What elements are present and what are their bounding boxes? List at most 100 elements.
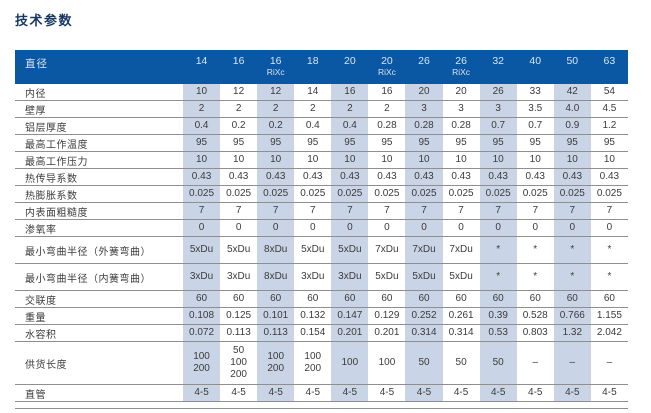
technical-parameters-table: 直径 14 16 16 RiXc 18 20 20 RiXc 26 26 RiXc 32 40 50 63 …	[15, 50, 628, 409]
table-row: 最小弯曲半径（外簧弯曲） 5xDu 5xDu 8xDu 5xDu 5xDu 7xDu 7xDu…	[15, 237, 628, 264]
cell: 95	[603, 137, 615, 148]
table-row: 铝层厚度 0.4 0.2 0.2 0.4 0.4 0.28 0.28 0.28 0.7 0.7 0.9…	[15, 118, 628, 135]
cell: 0	[458, 222, 464, 233]
cell: 14	[307, 86, 319, 97]
cell: 7xDu	[405, 237, 443, 263]
cell: 3	[405, 101, 443, 117]
cell: 5xDu	[449, 271, 473, 282]
cell: 10	[455, 154, 467, 165]
cell: 0	[183, 220, 221, 236]
row-label: 最高工作压力	[25, 156, 88, 168]
cell: 0.025	[331, 186, 369, 202]
cell: *	[533, 244, 538, 255]
cell: 4-5	[453, 387, 469, 398]
header-col: 26	[405, 50, 442, 84]
cell: 0	[309, 222, 316, 233]
cell: 0.9	[553, 118, 591, 134]
cell: 0.108	[183, 308, 221, 324]
cell: 10	[479, 152, 517, 168]
table-row: 内径 10 12 12 14 16 16 20 20 26 33 42 54	[15, 84, 628, 101]
cell: 7	[235, 205, 242, 216]
header-col-label: 14	[195, 55, 208, 67]
cell: 60	[405, 291, 443, 307]
table-row: 热膨胀系数 0.025 0.025 0.025 0.025 0.025 0.025 0.025…	[15, 186, 628, 203]
row-label: 最小弯曲半径（外簧弯曲）	[25, 246, 151, 258]
page-title: 技术参数	[15, 13, 74, 28]
header-col: 20	[331, 50, 368, 84]
cell: 0.201	[331, 325, 369, 341]
cell: 100 200	[183, 342, 221, 384]
cell: 100 200	[257, 342, 295, 384]
header-col-label: 16	[232, 55, 245, 67]
cell: 0.43	[303, 171, 323, 182]
cell: –	[553, 342, 591, 384]
cell: 10	[529, 154, 541, 165]
cell: 54	[603, 86, 615, 97]
cell: 0.025	[257, 186, 295, 202]
cell: *	[553, 264, 591, 290]
cell: 0.4	[305, 120, 320, 131]
cell: 95	[233, 137, 245, 148]
header-col-sublabel: RiXc	[377, 67, 396, 77]
cell: *	[607, 271, 612, 282]
cell: 95	[479, 135, 517, 151]
cell: 60	[183, 291, 221, 307]
cell: 0.28	[377, 120, 397, 131]
cell: 4.5	[602, 103, 617, 114]
header-col-label: 16	[269, 55, 282, 67]
cell: 0	[479, 220, 517, 236]
cell: 26	[479, 84, 517, 100]
cell: 2	[309, 103, 316, 114]
table-row: 热传导系数 0.43 0.43 0.43 0.43 0.43 0.43 0.43 0.43 0.4…	[15, 169, 628, 186]
cell: 4-5	[528, 387, 543, 398]
row-label: 最高工作温度	[25, 139, 88, 151]
cell: 10	[405, 152, 443, 168]
cell: 2	[183, 101, 221, 117]
cell: 0.101	[257, 308, 295, 324]
cell: 7	[479, 203, 517, 219]
cell: –	[532, 357, 539, 368]
cell: 95	[183, 135, 221, 151]
cell: 0.4	[331, 118, 369, 134]
cell: 0.43	[257, 169, 295, 185]
cell: 7	[257, 203, 295, 219]
cell: 0.43	[331, 169, 369, 185]
cell: 10	[553, 152, 591, 168]
cell: 10	[183, 152, 221, 168]
cell: *	[479, 264, 517, 290]
header-col-label: 26	[455, 55, 467, 67]
cell: 0.261	[448, 310, 474, 321]
cell: 0.528	[522, 310, 548, 321]
cell: 0.43	[525, 171, 545, 182]
cell: 0.314	[405, 325, 443, 341]
header-col-label: 32	[492, 55, 504, 67]
table-row: 壁厚 2 2 2 2 2 2 3 3 3 3.5 4.0 4.5	[15, 101, 628, 118]
cell: 0.43	[599, 171, 620, 182]
cell: 10	[183, 84, 221, 100]
row-label: 直管	[25, 389, 46, 401]
cell: 0.28	[451, 120, 471, 131]
header-col: 32	[480, 50, 517, 84]
cell: 7	[553, 203, 591, 219]
row-label: 热传导系数	[25, 173, 78, 185]
table-bottom-rule	[15, 408, 628, 409]
cell: 4-5	[305, 387, 320, 398]
cell: 0	[331, 220, 369, 236]
header-col-label: 18	[306, 55, 319, 67]
cell: 3	[458, 103, 464, 114]
cell: –	[606, 357, 613, 368]
table-row: 直管 4-5 4-5 4-5 4-5 4-5 4-5 4-5 4-5 4-5 4-5 4-5 4-5	[15, 385, 628, 402]
header-col: 16 RiXc	[257, 50, 294, 84]
cell: 5xDu	[331, 237, 369, 263]
cell: 100	[331, 342, 369, 384]
row-label: 水容积	[25, 329, 57, 341]
cell: 0.113	[257, 325, 295, 341]
cell: *	[479, 237, 517, 263]
cell: 7	[606, 205, 613, 216]
cell: 0.125	[226, 310, 252, 321]
cell: 0.7	[528, 120, 543, 131]
cell: 7	[309, 205, 316, 216]
cell: 0.132	[300, 310, 326, 321]
cell: 2	[257, 101, 295, 117]
cell: 10	[603, 154, 615, 165]
